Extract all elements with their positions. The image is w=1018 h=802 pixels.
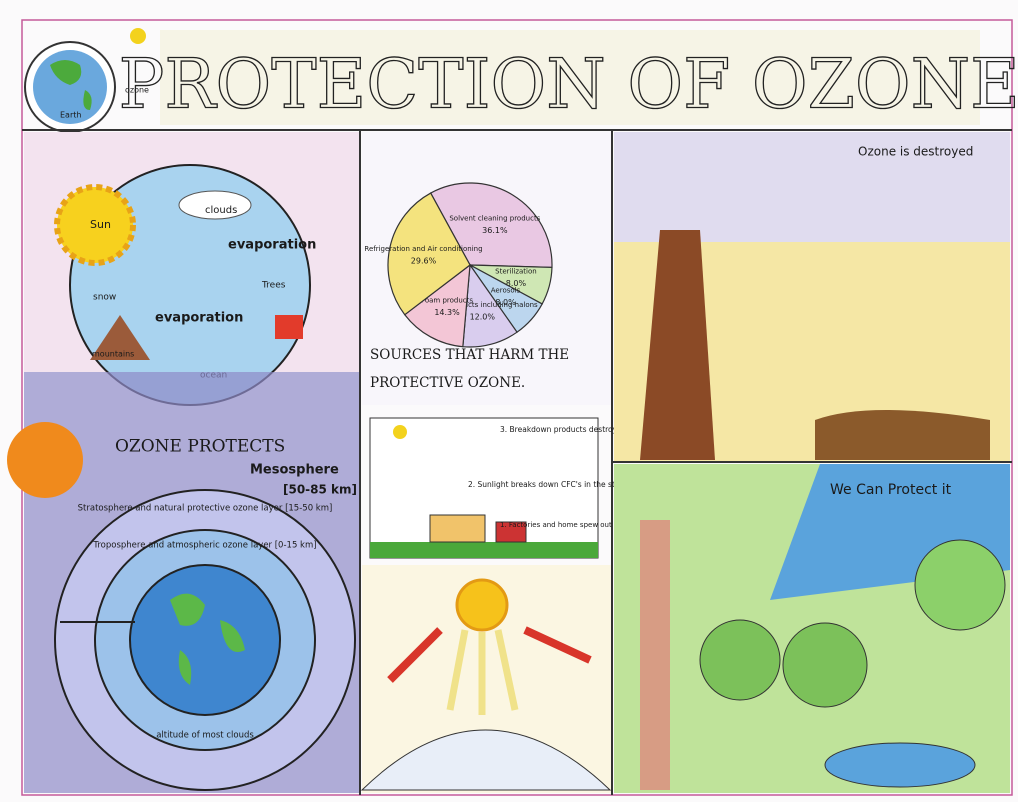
sun — [455, 578, 509, 632]
label: evaporation — [228, 238, 316, 253]
border — [21, 19, 1013, 796]
label: Trees — [261, 281, 286, 291]
house — [275, 315, 303, 339]
pie-slice — [403, 263, 471, 348]
sky — [614, 132, 1010, 242]
label: snow — [93, 293, 116, 303]
slice-name: Sterilization — [495, 267, 537, 275]
pie-title: SOURCES THAT HARM THE PROTECTIVE OZONE. — [370, 347, 569, 391]
earth-label: Earth — [60, 111, 81, 120]
sun — [7, 422, 83, 498]
label: 2. Sunlight breaks down CFC's in the str… — [468, 480, 656, 489]
tree — [699, 619, 781, 701]
dead-tree — [640, 230, 715, 460]
sun — [393, 425, 407, 439]
slice-name: Refrigeration and Air conditioning — [364, 245, 482, 253]
layers-title: OZONE PROTECTS — [115, 437, 285, 457]
label: We Can Protect it — [830, 482, 952, 498]
slice-name: Aerosols — [491, 287, 521, 295]
label: evaporation — [155, 311, 243, 326]
pie-slice — [387, 192, 471, 316]
label: clouds — [205, 205, 237, 216]
slice-value: 12.0% — [470, 312, 496, 321]
slice-value: 14.3% — [434, 308, 460, 317]
label: Sun — [90, 218, 111, 231]
small-sun — [130, 28, 146, 44]
continents — [170, 593, 245, 685]
dry-pond — [815, 410, 990, 460]
slice-value: 8.0% — [506, 279, 527, 288]
title: PROTECTION OF OZONE. — [119, 46, 1018, 125]
sun — [54, 184, 136, 266]
slice-value: 36.1% — [482, 226, 508, 235]
slice-value: 29.6% — [411, 257, 437, 266]
header-wash — [160, 30, 980, 125]
home — [495, 521, 527, 543]
continents — [50, 60, 92, 110]
slice-name: other products including halons — [427, 301, 538, 309]
label: [50-85 km] — [283, 483, 357, 497]
rays — [446, 629, 519, 715]
grass — [370, 542, 598, 558]
mountain — [90, 315, 150, 360]
slice-name: Solvent cleaning products — [449, 214, 540, 222]
pie-slice — [429, 182, 553, 269]
earth-arc — [360, 729, 612, 791]
tree-trunk — [640, 520, 670, 790]
tree — [914, 539, 1006, 631]
cloud — [178, 190, 252, 220]
pie: Solvent cleaning products 36.1% Sterilizat… — [364, 182, 553, 348]
label: Mesosphere — [250, 463, 339, 478]
earth — [129, 564, 281, 716]
label: Ozone is destroyed — [858, 145, 973, 159]
slice-name: Foam products — [421, 297, 473, 305]
label: 1. Factories and home spew out CFC's — [500, 521, 634, 529]
ozone-label: ozone — [125, 86, 149, 95]
label: mountains — [92, 350, 134, 359]
label: Troposphere and atmospheric ozone layer … — [92, 541, 316, 551]
pond — [824, 742, 976, 788]
factory — [429, 514, 486, 543]
reflected-rays — [387, 626, 592, 683]
tree — [782, 622, 868, 708]
label: Stratosphere and natural protective ozon… — [78, 504, 333, 514]
slice-value: 8.0% — [495, 298, 516, 307]
label: altitude of most clouds — [156, 731, 254, 741]
label: 3. Breakdown products destroy ozone — [500, 425, 642, 434]
